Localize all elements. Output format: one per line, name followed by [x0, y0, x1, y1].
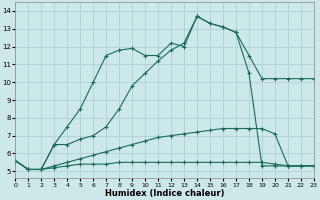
X-axis label: Humidex (Indice chaleur): Humidex (Indice chaleur) [105, 189, 224, 198]
